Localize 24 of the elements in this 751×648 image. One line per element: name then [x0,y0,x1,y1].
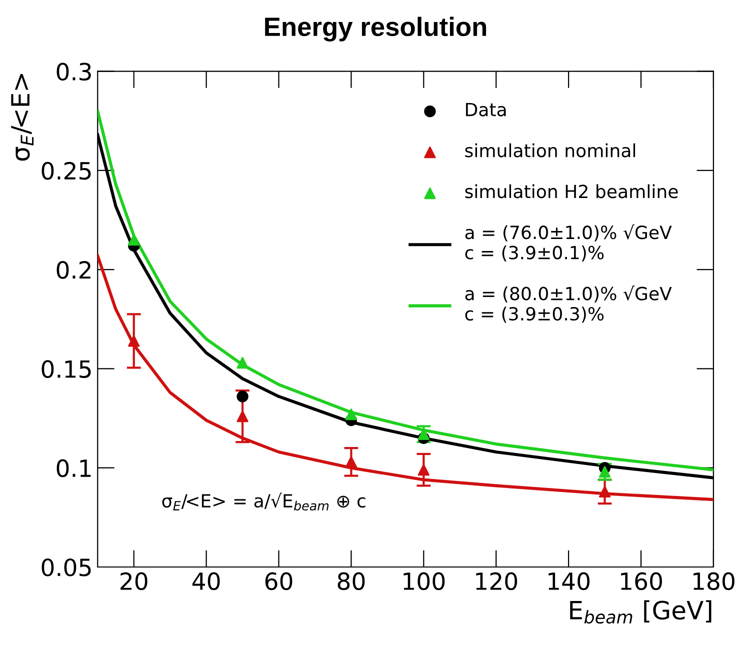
x-tick-label: 180 [694,572,734,590]
x-tick-label: 20 [120,572,148,590]
y-tick-label: 0.1 [56,459,91,478]
x-tick-label: 80 [338,572,365,590]
x-tick-label: 140 [548,572,590,590]
y-tick-label: 0.15 [42,360,91,378]
annotation: σ$_{E}$/<E> = a/√E$_{beam}$ ⊕ c [162,492,366,510]
x-tick-label: 160 [621,572,662,590]
y-tick-label: 0.25 [42,162,91,180]
x-axis-title: E$_{beam}$ [GeV] [570,600,712,624]
legend-label: simulation nominal [465,143,636,158]
legend-label: a = (76.0±1.0)% √GeV c = (3.9±0.1)% [465,224,672,262]
y-tick-label: 0.05 [42,558,91,576]
chart-title: Energy resolution [265,16,486,42]
legend-label: a = (80.0±1.0)% √GeV c = (3.9±0.3)% [465,285,672,323]
y-axis-title: σ$_{E}$/<E> [11,74,34,161]
x-tick-label: 60 [265,572,292,590]
y-tick-label: 0.3 [56,62,91,81]
x-tick-label: 100 [404,572,445,590]
legend-label: simulation H2 beamline [465,184,678,198]
x-tick-label: 120 [476,572,518,590]
legend-label: Data [466,102,506,116]
y-tick-label: 0.2 [56,261,90,279]
x-tick-label: 40 [192,572,220,590]
